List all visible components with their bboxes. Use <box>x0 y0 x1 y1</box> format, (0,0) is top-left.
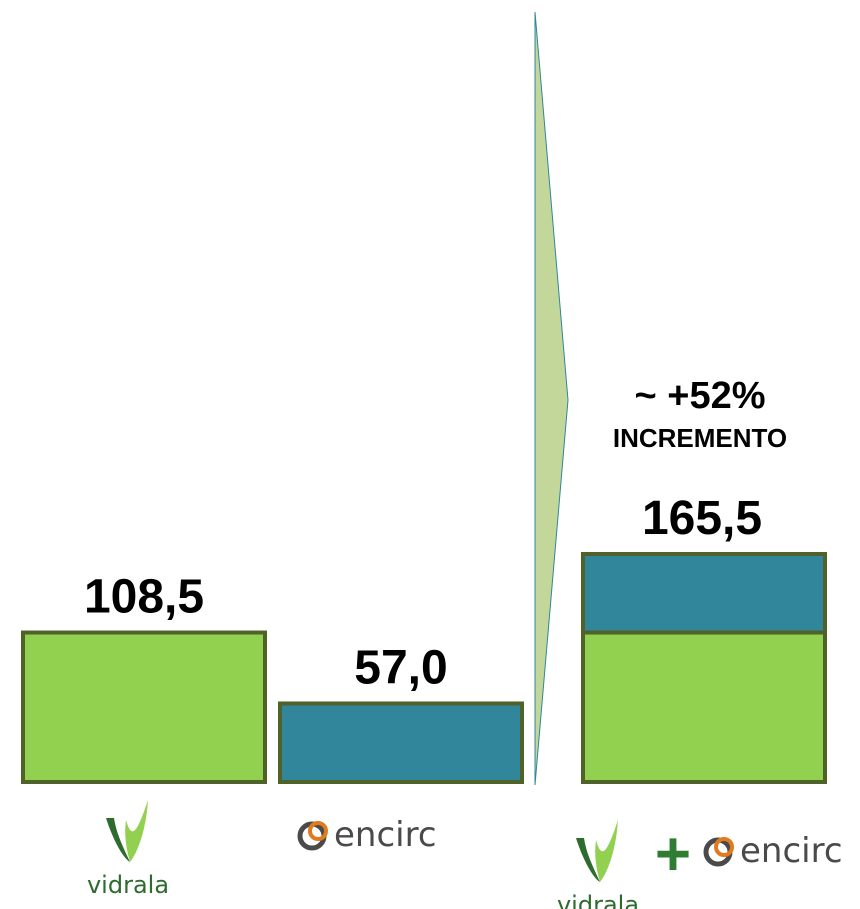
bar-combined-vidrala <box>581 630 827 785</box>
vidrala-logo-combined: vidrala <box>557 820 639 909</box>
plus-sign: + <box>655 820 691 889</box>
vidrala-logo-text: vidrala <box>557 891 639 909</box>
data-label-vidrala: 108,5 <box>84 571 204 624</box>
data-label-encirc: 57,0 <box>354 641 447 694</box>
increase-label: INCREMENTO <box>613 423 787 453</box>
encirc-logo-combined: encirc <box>703 831 843 871</box>
divider-arrow <box>534 11 569 786</box>
vidrala-logo-text: vidrala <box>87 871 169 899</box>
encirc-logo: encirc <box>297 815 437 855</box>
vidrala-logo: vidrala <box>87 800 169 899</box>
encirc-ring-inner-icon <box>308 821 328 841</box>
vidrala-v-mark-light-icon <box>125 800 148 862</box>
vidrala-v-mark-icon <box>106 818 130 862</box>
encirc-logo-text: encirc <box>740 831 843 871</box>
increase-percent: ~ +52% <box>635 375 766 417</box>
vidrala-v-mark-light-icon <box>595 820 618 882</box>
bar-vidrala <box>21 630 267 785</box>
bars-group <box>21 552 827 785</box>
encirc-ring-inner-icon <box>714 837 734 857</box>
data-labels-group: 108,5 57,0 165,5 <box>84 492 762 694</box>
vidrala-v-mark-icon <box>576 838 600 882</box>
bar-combined-encirc <box>581 552 827 635</box>
data-label-combined: 165,5 <box>642 492 762 545</box>
bar-encirc <box>278 701 524 784</box>
encirc-logo-text: encirc <box>334 815 437 855</box>
